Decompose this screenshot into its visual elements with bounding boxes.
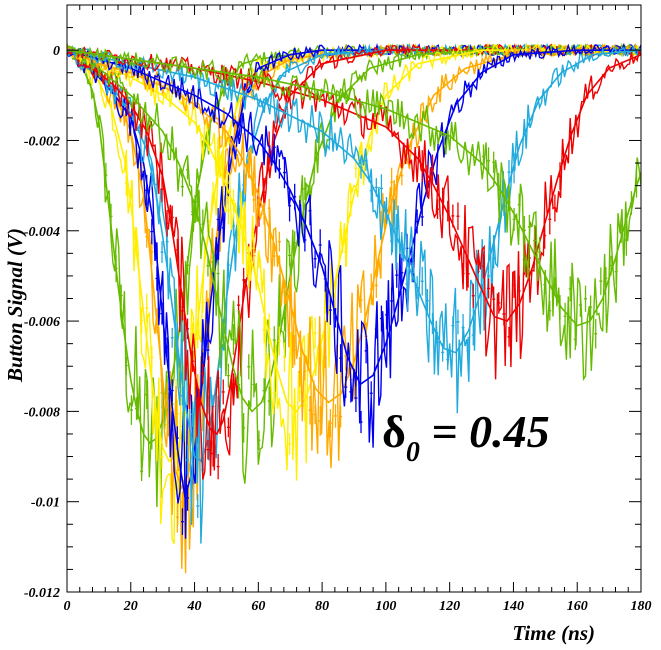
x-tick-label: 20 <box>123 599 138 614</box>
x-tick-label: 140 <box>503 599 524 614</box>
x-axis-title: Time (ns) <box>512 621 595 645</box>
x-tick-label: 0 <box>64 599 71 614</box>
y-tick-label: -0.008 <box>24 405 60 420</box>
series-line-12 <box>67 49 641 327</box>
delta-value: = 0.45 <box>420 406 550 457</box>
series-waveform-12 <box>67 45 641 382</box>
y-tick-label: -0.002 <box>24 134 60 149</box>
y-tick-labels: 0 -0.002 -0.004 -0.006 -0.008 -0.01 -0.012 <box>24 44 60 601</box>
y-tick-label: -0.012 <box>24 586 60 601</box>
delta-annotation: δ0 = 0.45 <box>382 406 550 468</box>
x-tick-label: 180 <box>631 599 652 614</box>
y-tick-label: -0.01 <box>31 496 60 511</box>
series-waveform-9 <box>67 42 641 448</box>
y-tick-label: -0.006 <box>24 315 60 330</box>
series-12 <box>67 45 641 382</box>
series-layer <box>67 42 641 574</box>
series-waveform-10 <box>67 44 641 414</box>
x-tick-label: 100 <box>375 599 396 614</box>
x-tick-label: 120 <box>439 599 460 614</box>
x-tick-label: 60 <box>251 599 265 614</box>
series-waveform-5 <box>67 43 641 480</box>
x-tick-label: 160 <box>567 599 588 614</box>
y-tick-label: 0 <box>53 44 60 59</box>
series-10 <box>67 44 641 414</box>
delta-subscript: 0 <box>406 437 420 468</box>
y-tick-label: -0.004 <box>24 225 60 240</box>
x-tick-label: 40 <box>187 599 202 614</box>
series-waveform-11 <box>67 46 641 380</box>
series-9 <box>67 42 641 448</box>
x-tick-label: 80 <box>315 599 329 614</box>
series-5 <box>67 43 641 480</box>
y-axis-title: Button Signal (V) <box>3 228 27 383</box>
x-tick-labels: 0 20 40 60 80 100 120 140 160 180 <box>64 599 652 614</box>
delta-symbol: δ <box>382 406 406 457</box>
series-waveform-7 <box>67 43 641 481</box>
axis-ticks <box>66 4 642 593</box>
